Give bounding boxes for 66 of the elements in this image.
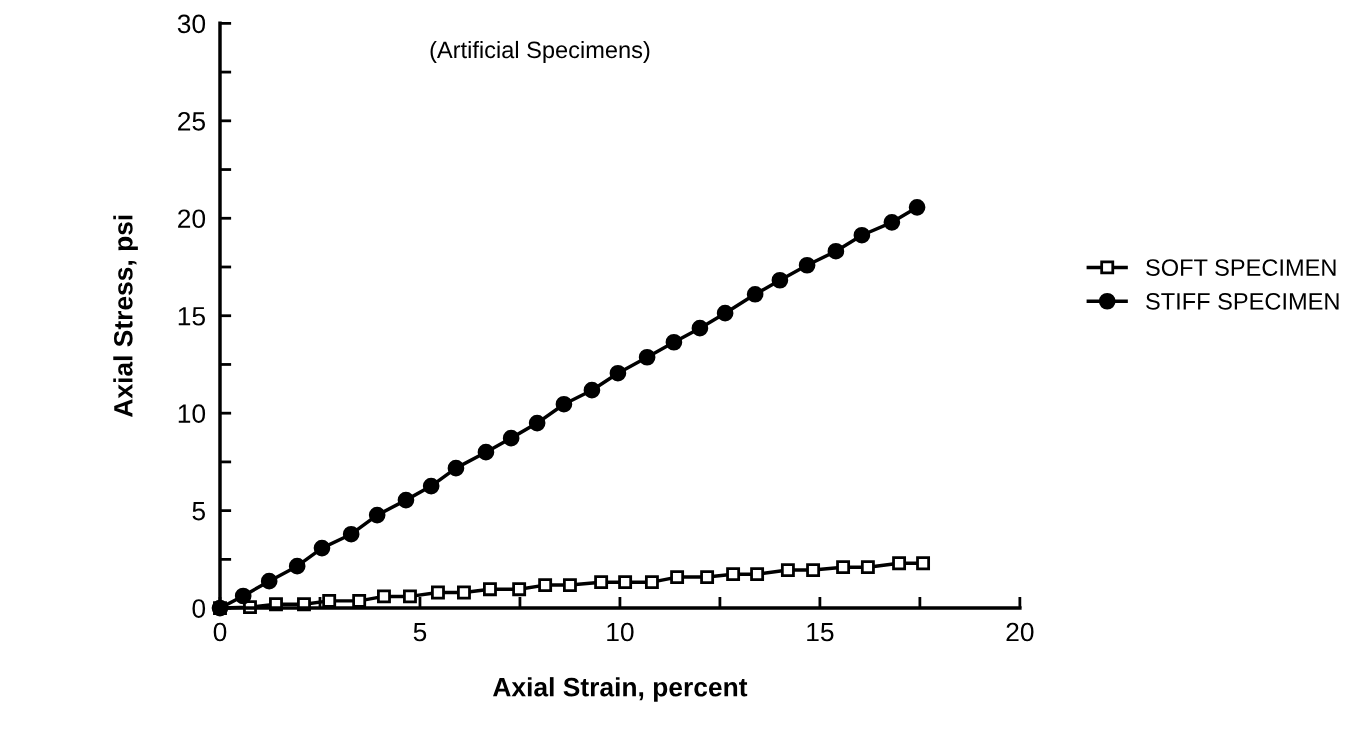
x-tick-label: 20 <box>1006 622 1034 642</box>
y-tick-label: 5 <box>192 502 205 521</box>
point <box>916 556 931 571</box>
point <box>457 585 471 600</box>
point <box>853 226 871 244</box>
point <box>512 582 527 597</box>
point <box>288 557 306 575</box>
point <box>377 589 391 604</box>
point <box>342 525 360 543</box>
y-tick-label: 15 <box>178 307 205 326</box>
point <box>700 570 715 585</box>
x-axis-title: Axial Strain, percent <box>493 677 748 702</box>
point <box>806 563 821 578</box>
y-tick-label: 30 <box>177 14 206 34</box>
legend-label: STIFF SPECIMEN <box>1146 293 1339 310</box>
point <box>618 575 633 590</box>
point <box>670 570 685 585</box>
point <box>691 319 709 337</box>
point <box>431 585 445 600</box>
point <box>716 304 734 322</box>
point <box>477 443 495 461</box>
point <box>665 333 683 351</box>
point <box>750 567 765 582</box>
x-tick-label: 10 <box>607 622 634 642</box>
point <box>322 593 337 608</box>
point <box>368 506 386 524</box>
point <box>860 560 875 575</box>
point <box>528 414 546 432</box>
y-tick-label: 10 <box>178 404 206 423</box>
point <box>260 572 278 590</box>
point <box>313 539 331 557</box>
point <box>397 491 415 509</box>
point <box>502 429 520 447</box>
point <box>771 271 789 289</box>
point <box>798 256 816 274</box>
point <box>908 199 926 216</box>
x-tick-label: 15 <box>807 622 834 642</box>
point <box>644 575 659 590</box>
point <box>403 589 417 604</box>
x-tick-label: 0 <box>213 622 227 642</box>
point <box>726 567 741 582</box>
point <box>827 242 845 260</box>
y-tick-label: 0 <box>192 599 206 618</box>
y-tick-label: 20 <box>178 209 206 229</box>
y-tick-label: 25 <box>178 111 205 131</box>
point <box>422 477 440 495</box>
point <box>538 578 553 593</box>
point <box>555 395 573 413</box>
point <box>483 582 497 597</box>
point <box>562 578 577 593</box>
point <box>234 587 252 605</box>
point <box>352 593 367 608</box>
point <box>638 348 656 366</box>
point <box>892 556 907 571</box>
point <box>609 364 627 382</box>
point <box>746 285 764 303</box>
legend-label: SOFT SPECIMEN <box>1146 259 1336 276</box>
point <box>780 563 795 578</box>
annotation: (Artificial Specimens) <box>430 40 650 63</box>
point <box>883 214 901 231</box>
point <box>447 459 465 477</box>
point <box>583 381 601 399</box>
point <box>594 575 609 590</box>
x-tick-label: 5 <box>413 622 427 642</box>
point <box>836 560 851 575</box>
y-axis-title: Axial Stress, psi <box>113 215 138 417</box>
